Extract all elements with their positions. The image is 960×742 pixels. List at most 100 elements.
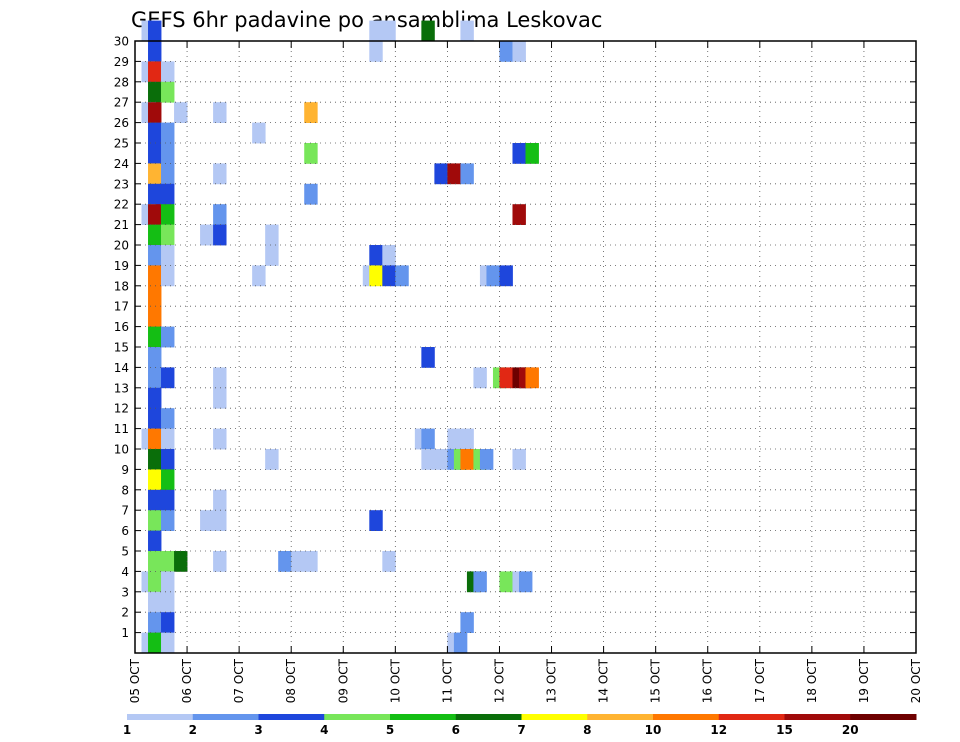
heatmap-cell — [447, 163, 461, 185]
heatmap-cell — [148, 143, 162, 164]
x-tick-label: 09 OCT — [336, 658, 350, 703]
heatmap-cell — [252, 265, 266, 287]
heatmap-cell — [252, 122, 266, 144]
heatmap-cell — [161, 265, 175, 287]
heatmap-cell — [161, 224, 175, 246]
colorbar-label: 6 — [452, 723, 460, 737]
heatmap-cell — [213, 224, 227, 246]
colorbar-swatch — [390, 714, 457, 720]
heatmap-cell — [265, 245, 279, 266]
heatmap-cell — [148, 245, 162, 266]
colorbar-swatch — [521, 714, 588, 720]
x-tick-label: 10 OCT — [388, 658, 402, 703]
colorbar-swatch — [587, 714, 654, 720]
y-tick-label: 20 — [114, 239, 129, 253]
colorbar-label: 4 — [320, 723, 328, 737]
heatmap-cell — [148, 469, 162, 491]
y-tick-label: 15 — [114, 341, 129, 355]
colorbar-label: 10 — [645, 723, 662, 737]
heatmap-cell — [161, 245, 175, 266]
y-tick-label: 8 — [121, 483, 129, 497]
y-tick-label: 4 — [121, 565, 129, 579]
heatmap-cell — [200, 224, 214, 246]
colorbar-swatch — [850, 714, 917, 720]
heatmap-cells — [141, 20, 539, 654]
colorbar-swatch — [324, 714, 391, 720]
colorbar-swatch — [653, 714, 720, 720]
heatmap-cell — [161, 469, 175, 491]
heatmap-cell — [148, 41, 162, 62]
heatmap-cell — [499, 41, 513, 62]
heatmap-cell — [148, 551, 162, 572]
heatmap-cell — [421, 347, 435, 368]
heatmap-cell — [148, 530, 162, 552]
heatmap-cell — [499, 265, 513, 287]
heatmap-cell — [473, 367, 487, 389]
heatmap-cell — [148, 265, 162, 287]
x-tick-label: 05 OCT — [128, 658, 142, 703]
y-tick-label: 24 — [114, 157, 129, 171]
heatmap-cell — [148, 408, 162, 429]
colorbar-label: 12 — [710, 723, 727, 737]
heatmap-cell — [161, 326, 175, 348]
y-tick-label: 16 — [114, 320, 129, 334]
heatmap-cell — [213, 367, 227, 389]
heatmap-cell — [460, 428, 474, 450]
colorbar-label: 2 — [189, 723, 197, 737]
heatmap-cell — [460, 20, 474, 42]
colorbar-swatch — [455, 714, 522, 720]
x-tick-label: 13 OCT — [545, 658, 559, 703]
heatmap-cell — [518, 571, 533, 593]
x-tick-label: 18 OCT — [805, 658, 819, 703]
y-tick-label: 3 — [121, 585, 129, 599]
heatmap-cell — [525, 143, 539, 164]
heatmap-cell — [200, 510, 214, 531]
heatmap-cell — [499, 571, 513, 593]
y-tick-label: 30 — [114, 35, 129, 49]
y-tick-label: 21 — [114, 218, 129, 232]
heatmap-cell — [395, 265, 409, 287]
x-tick-label: 07 OCT — [232, 658, 246, 703]
heatmap-cell — [512, 449, 526, 470]
x-tick-label: 14 OCT — [597, 658, 611, 703]
heatmap-cell — [265, 449, 279, 470]
heatmap-cell — [148, 285, 162, 307]
heatmap-cell — [434, 449, 448, 470]
heatmap-cell — [460, 449, 474, 470]
heatmap-cell — [369, 41, 383, 62]
heatmap-cell — [213, 489, 227, 511]
heatmap-cell — [499, 367, 513, 389]
colorbar-swatch — [192, 714, 259, 720]
colorbar-label: 5 — [386, 723, 394, 737]
heatmap-cell — [161, 612, 175, 633]
heatmap-cell — [161, 204, 175, 225]
heatmap-cell — [174, 551, 188, 572]
heatmap-cell — [421, 428, 435, 450]
heatmap-cell — [473, 571, 487, 593]
y-tick-label: 27 — [114, 96, 129, 110]
heatmap-cell — [161, 489, 175, 511]
colorbar-label: 8 — [583, 723, 591, 737]
heatmap-cell — [161, 81, 175, 103]
y-tick-label: 1 — [121, 626, 129, 640]
x-tick-label: 19 OCT — [857, 658, 871, 703]
heatmap-cell — [148, 367, 162, 389]
heatmap-cell — [174, 102, 188, 123]
heatmap-cell — [148, 81, 162, 103]
heatmap-cell — [148, 489, 162, 511]
y-tick-label: 7 — [121, 504, 129, 518]
heatmap-cell — [369, 245, 383, 266]
y-tick-label: 22 — [114, 198, 129, 212]
y-tick-label: 26 — [114, 116, 129, 130]
heatmap-cell — [304, 143, 318, 164]
y-tick-label: 11 — [114, 422, 129, 436]
heatmap-cell — [453, 632, 468, 654]
heatmap-cell — [148, 183, 162, 205]
heatmap-cell — [161, 143, 175, 164]
heatmap-cell — [213, 387, 227, 409]
colorbar-swatch — [784, 714, 851, 720]
heatmap-cell — [148, 122, 162, 144]
heatmap-cell — [512, 143, 526, 164]
colorbar-label: 7 — [517, 723, 525, 737]
